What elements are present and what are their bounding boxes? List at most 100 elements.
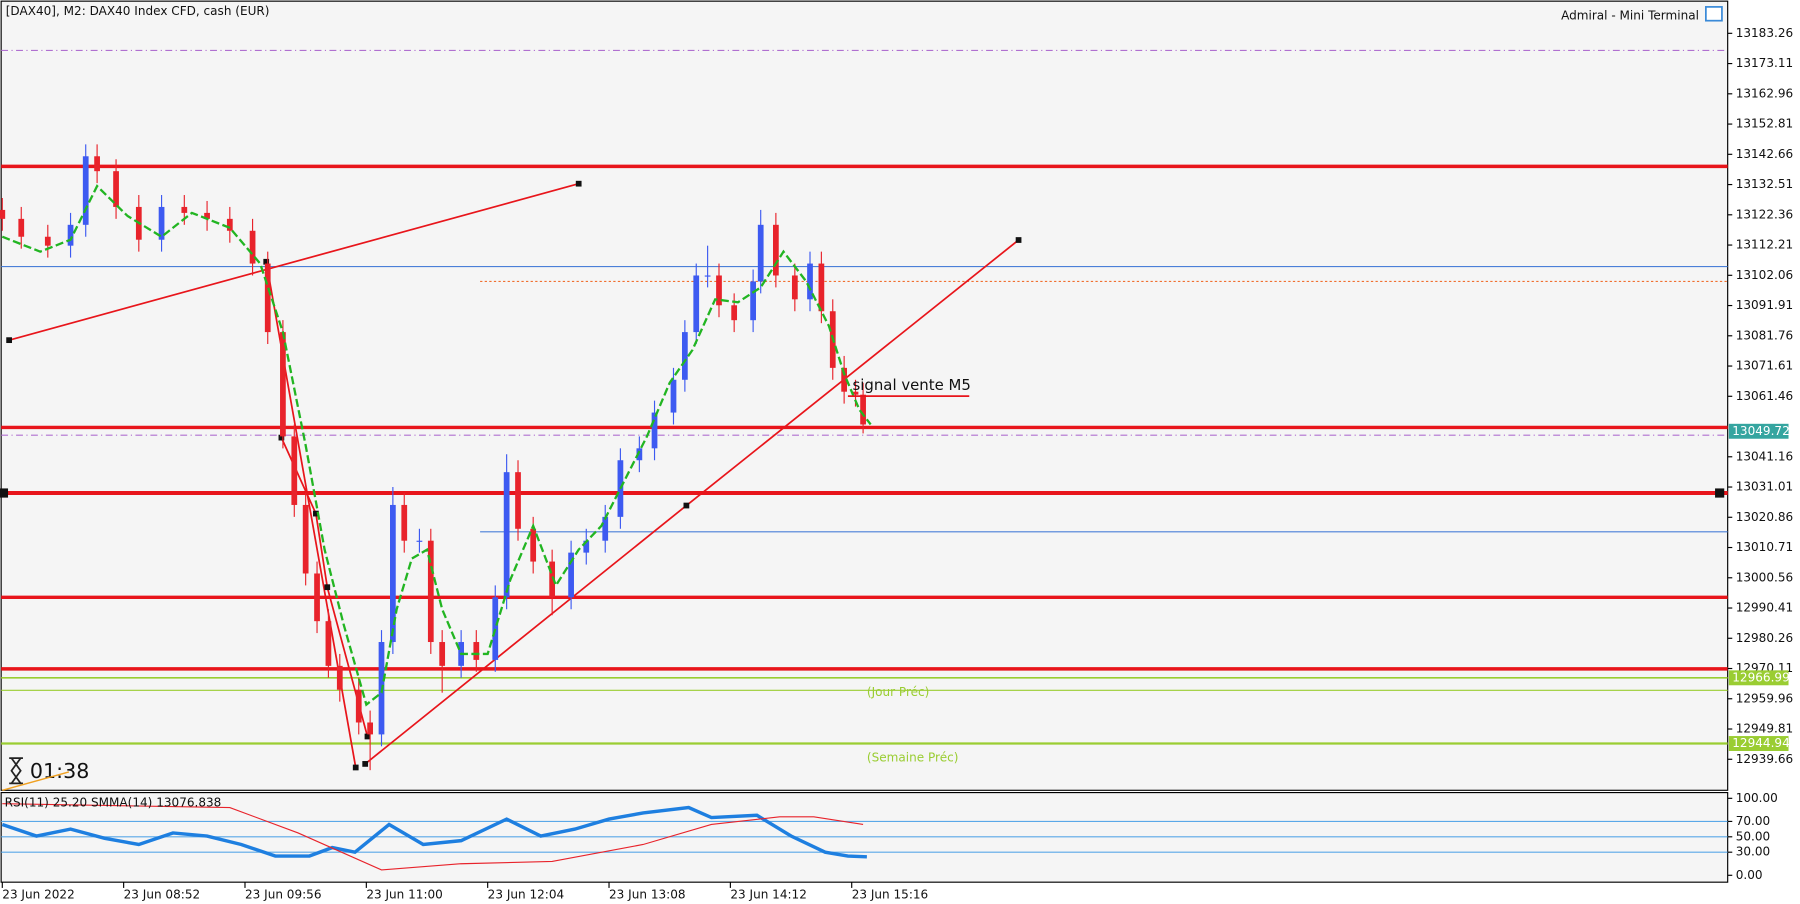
candle-body bbox=[651, 412, 658, 449]
terminal-icon[interactable] bbox=[1705, 6, 1723, 22]
y-tick-label: 12939.66 bbox=[1736, 752, 1793, 766]
y-tick-label: 13041.16 bbox=[1736, 449, 1793, 463]
candle-body bbox=[264, 263, 271, 333]
y-tick-label: 13162.96 bbox=[1736, 86, 1793, 100]
x-tick-label: 23 Jun 2022 bbox=[2, 887, 74, 901]
x-tick-label: 23 Jun 15:16 bbox=[852, 887, 929, 901]
price-label: 12966.99 bbox=[1732, 670, 1789, 684]
level-note: (Semaine Préc) bbox=[867, 751, 959, 765]
y-tick-label: 12949.81 bbox=[1736, 722, 1793, 736]
candle-body bbox=[249, 230, 256, 264]
candle-body bbox=[583, 540, 590, 553]
layer: 13183.26 13173.11 13162.96 13152.81 13142.66… bbox=[0, 26, 1793, 901]
y-tick-label: 13061.46 bbox=[1736, 389, 1793, 403]
candle-body bbox=[773, 224, 779, 276]
candle-body bbox=[791, 275, 798, 300]
candle-body bbox=[314, 573, 320, 622]
candle-body bbox=[515, 472, 521, 529]
candle-body bbox=[181, 206, 188, 213]
candle-body bbox=[291, 436, 298, 505]
y-tick-label: 13183.26 bbox=[1736, 26, 1793, 40]
candle-body bbox=[82, 156, 89, 225]
y-tick-label: 13152.81 bbox=[1736, 117, 1793, 131]
candle-body bbox=[367, 722, 373, 735]
rsi-tick-label: 50.00 bbox=[1736, 829, 1770, 843]
candle-body bbox=[704, 275, 711, 277]
x-tick-label: 23 Jun 12:04 bbox=[488, 887, 565, 901]
y-tick-label: 13031.01 bbox=[1736, 480, 1793, 494]
y-tick-label: 13091.91 bbox=[1736, 298, 1793, 312]
x-tick-label: 23 Jun 14:12 bbox=[730, 887, 807, 901]
y-tick-label: 13142.66 bbox=[1736, 147, 1793, 161]
candle-body bbox=[44, 236, 51, 246]
x-tick-label: 23 Jun 13:08 bbox=[609, 887, 686, 901]
rsi-tick-label: 100.00 bbox=[1736, 791, 1778, 805]
countdown: 01:38 bbox=[30, 759, 90, 783]
candle-body bbox=[390, 504, 396, 643]
anchor-point bbox=[683, 502, 690, 509]
candle-body bbox=[355, 689, 362, 723]
trendline bbox=[8, 182, 579, 341]
y-tick-label: 13112.21 bbox=[1736, 238, 1793, 252]
candle-body bbox=[94, 156, 100, 172]
y-tick-label: 12959.96 bbox=[1736, 691, 1793, 705]
y-tick-label: 13020.86 bbox=[1736, 510, 1793, 524]
anchor-point bbox=[6, 337, 12, 344]
candle-body bbox=[852, 391, 859, 395]
y-tick-label: 13102.06 bbox=[1736, 268, 1793, 282]
candle-body bbox=[113, 171, 119, 207]
y-tick-label: 13071.61 bbox=[1736, 359, 1793, 373]
price-label-box bbox=[1728, 670, 1789, 686]
x-tick-label: 23 Jun 08:52 bbox=[124, 887, 201, 901]
anchor-point bbox=[313, 510, 319, 517]
candle-body bbox=[681, 332, 688, 380]
candle-body bbox=[439, 642, 446, 666]
candle-body bbox=[807, 263, 813, 300]
y-tick-label: 13081.76 bbox=[1736, 328, 1793, 342]
candle-body bbox=[473, 642, 480, 660]
candle-body bbox=[226, 218, 233, 231]
candle-body bbox=[549, 561, 556, 598]
rsi-line bbox=[1, 805, 867, 859]
rsi-tick-label: 0.00 bbox=[1736, 868, 1763, 882]
anchor-point bbox=[263, 258, 270, 265]
candle-body bbox=[503, 472, 510, 598]
y-tick-label: 12980.26 bbox=[1736, 631, 1793, 645]
hourglass-icon bbox=[9, 757, 23, 785]
price-label: 13049.72 bbox=[1732, 424, 1789, 438]
candle-body bbox=[750, 281, 756, 321]
x-tick-label: 23 Jun 09:56 bbox=[245, 887, 322, 901]
candle-body bbox=[0, 209, 6, 219]
candle-body bbox=[602, 516, 609, 541]
candle-body bbox=[325, 621, 332, 666]
anchor-point bbox=[362, 761, 369, 767]
candle-body bbox=[336, 665, 343, 690]
y-tick-label: 13010.71 bbox=[1736, 540, 1793, 554]
candle-body bbox=[568, 552, 574, 598]
level-handle bbox=[1715, 488, 1725, 498]
moving-average bbox=[1, 184, 872, 707]
anchor-point bbox=[278, 434, 285, 441]
price-label-box bbox=[1728, 736, 1789, 751]
candle-body bbox=[670, 379, 677, 413]
candle-body bbox=[530, 528, 537, 562]
header-terminal: Admiral - Mini Terminal bbox=[1561, 9, 1699, 23]
rsi-title: RSI(11) 25.20 SMMA(14) 13076.838 bbox=[5, 795, 222, 809]
price-label: 12944.94 bbox=[1732, 736, 1789, 750]
candle-body bbox=[636, 448, 643, 461]
candle-body bbox=[427, 540, 434, 643]
y-tick-label: 13132.51 bbox=[1736, 177, 1793, 191]
candle-body bbox=[841, 367, 848, 392]
candle-body bbox=[693, 275, 700, 333]
anchor-point bbox=[575, 180, 582, 187]
x-tick-label: 23 Jun 11:00 bbox=[366, 887, 443, 901]
y-tick-label: 13000.56 bbox=[1736, 570, 1793, 584]
decor-line bbox=[2, 771, 70, 791]
level-note: (Jour Préc) bbox=[867, 685, 930, 699]
candle-body bbox=[158, 206, 165, 240]
anchor-point bbox=[364, 733, 371, 740]
rsi-line bbox=[2, 803, 864, 871]
y-tick-label: 13122.36 bbox=[1736, 207, 1793, 221]
